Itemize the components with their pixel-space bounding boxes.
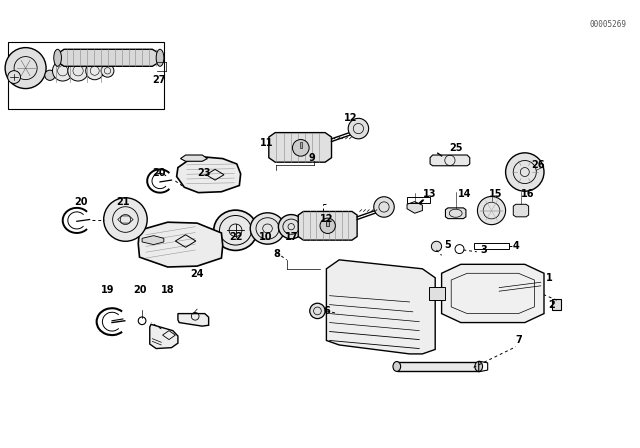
Text: 15: 15 [488,189,502,198]
Polygon shape [326,260,435,354]
Circle shape [431,241,442,251]
Text: 24: 24 [190,269,204,279]
Text: 9: 9 [309,153,316,163]
Text: 11: 11 [259,138,273,148]
Polygon shape [177,157,241,193]
Text: 7: 7 [515,335,522,345]
Circle shape [101,65,114,77]
Text: 23: 23 [196,168,211,178]
Circle shape [8,71,20,83]
Text: 12: 12 [319,214,333,224]
Polygon shape [178,314,209,326]
Text: 27: 27 [152,75,166,85]
Text: 5: 5 [445,240,451,250]
Polygon shape [430,155,470,166]
Circle shape [104,198,147,241]
Ellipse shape [250,213,285,244]
Text: 16: 16 [520,189,534,198]
Polygon shape [552,299,561,310]
Text: 6: 6 [323,306,330,316]
Ellipse shape [214,210,257,250]
Ellipse shape [156,49,164,66]
Text: 19: 19 [100,285,115,295]
Text: 20: 20 [132,285,147,295]
Bar [8,42,164,109]
Text: 25: 25 [449,143,463,153]
Polygon shape [58,49,160,66]
Text: 10: 10 [259,232,273,241]
Polygon shape [429,287,445,300]
Polygon shape [326,220,329,226]
Polygon shape [142,236,164,245]
Circle shape [5,47,46,89]
Text: 17: 17 [285,232,299,241]
Ellipse shape [54,49,61,66]
Text: 13: 13 [423,189,437,198]
Polygon shape [300,142,302,148]
Polygon shape [180,155,207,161]
Text: 8: 8 [273,249,280,258]
Polygon shape [150,324,178,349]
Circle shape [86,62,104,80]
Circle shape [506,153,544,191]
Ellipse shape [278,215,304,239]
Circle shape [320,218,335,233]
Polygon shape [513,204,529,217]
Circle shape [477,197,506,224]
Text: 21: 21 [116,197,130,207]
Circle shape [292,139,309,156]
Text: 22: 22 [228,232,243,241]
Circle shape [52,60,73,81]
Text: 14: 14 [458,189,472,198]
Circle shape [310,303,325,319]
Text: 2: 2 [548,300,555,310]
Polygon shape [407,202,422,213]
Polygon shape [397,362,479,371]
Text: 00005269: 00005269 [589,20,627,29]
Text: 20: 20 [74,197,88,207]
Circle shape [348,118,369,139]
Polygon shape [269,133,332,162]
Polygon shape [445,208,466,219]
Circle shape [45,70,55,80]
Text: 26: 26 [531,160,545,170]
Polygon shape [442,264,544,323]
Ellipse shape [393,362,401,371]
Circle shape [374,197,394,217]
Text: 1: 1 [546,273,552,283]
Text: 12: 12 [344,113,358,123]
Polygon shape [298,211,357,240]
Ellipse shape [475,362,483,371]
Circle shape [68,60,88,81]
Text: 20: 20 [152,168,166,178]
Polygon shape [138,222,223,267]
Text: 3: 3 [481,245,487,255]
Text: 4: 4 [513,241,519,250]
Text: 18: 18 [161,285,175,295]
